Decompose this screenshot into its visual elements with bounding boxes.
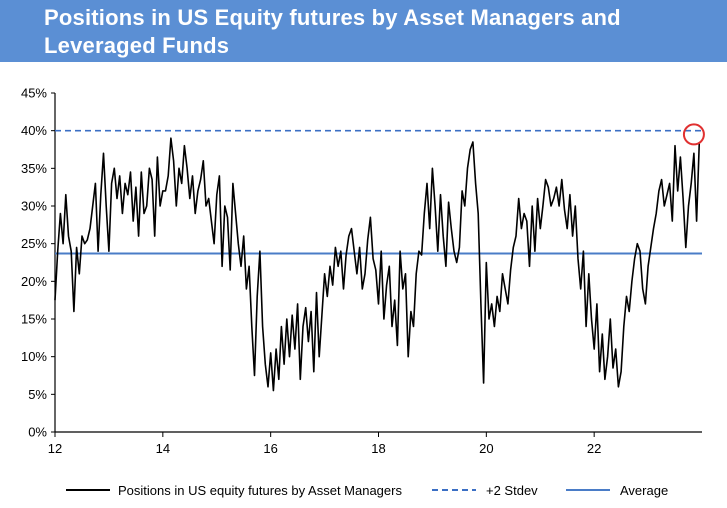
y-tick-label: 10%	[21, 349, 47, 364]
y-tick-label: 0%	[28, 425, 47, 440]
y-tick-label: 30%	[21, 199, 47, 214]
chart-title-line-1: Positions in US Equity futures by Asset …	[44, 5, 621, 30]
y-tick-label: 15%	[21, 312, 47, 327]
y-tick-label: 5%	[28, 387, 47, 402]
positions-series-line	[54, 137, 701, 392]
x-tick-label: 14	[156, 441, 170, 456]
chart: 0% 5% 10% 15% 20% 25% 30% 35% 40% 45% 12 14 16 18 20 2…	[21, 86, 705, 498]
legend: Positions in US equity futures by Asset …	[66, 483, 668, 498]
legend-label-positions: Positions in US equity futures by Asset …	[118, 483, 402, 498]
title-banner: Positions in US Equity futures by Asset …	[0, 0, 727, 62]
chart-title-line-2: Leveraged Funds	[44, 33, 230, 58]
x-tick-label: 20	[479, 441, 493, 456]
series-group	[54, 137, 701, 392]
x-tick-label: 16	[263, 441, 277, 456]
reference-lines	[55, 129, 702, 255]
x-axis-ticks: 12 14 16 18 20 22	[48, 432, 601, 456]
y-tick-label: 45%	[21, 86, 47, 101]
y-tick-label: 25%	[21, 236, 47, 251]
x-tick-label: 22	[587, 441, 601, 456]
annotations	[682, 123, 705, 146]
y-tick-label: 20%	[21, 274, 47, 289]
legend-label-stdev: +2 Stdev	[486, 483, 538, 498]
legend-label-average: Average	[620, 483, 668, 498]
x-tick-label: 18	[371, 441, 385, 456]
y-axis-ticks: 0% 5% 10% 15% 20% 25% 30% 35% 40% 45%	[21, 86, 55, 440]
y-tick-label: 35%	[21, 161, 47, 176]
highlight-circle	[682, 123, 705, 146]
y-tick-label: 40%	[21, 123, 47, 138]
axes	[54, 93, 702, 433]
x-tick-label: 12	[48, 441, 62, 456]
